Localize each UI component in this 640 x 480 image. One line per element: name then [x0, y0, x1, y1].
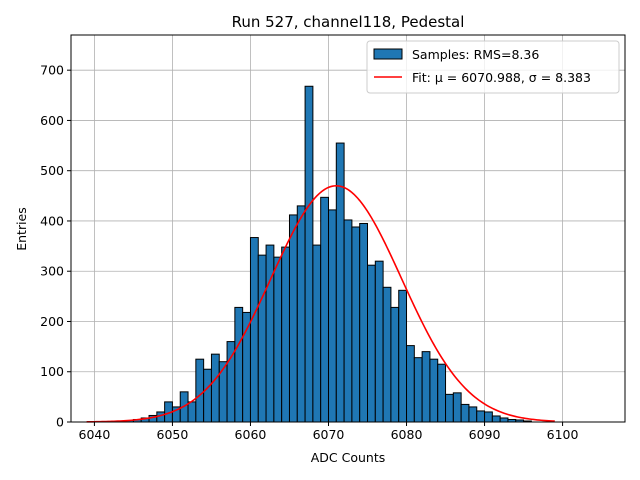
legend: Samples: RMS=8.36 Fit: μ = 6070.988, σ =… [366, 40, 620, 94]
histogram-bar [281, 246, 290, 423]
x-axis-ticks: 6040 6050 6060 6070 6080 6090 6100 [79, 422, 579, 442]
legend-histogram-label: Samples: RMS=8.36 [412, 47, 539, 62]
histogram-bar [296, 205, 306, 423]
histogram-bar [413, 357, 423, 423]
histogram-bar [265, 244, 275, 423]
histogram-bar [351, 226, 361, 423]
x-tick-label: 6090 [469, 427, 501, 442]
x-tick-label: 6070 [313, 427, 345, 442]
histogram-bar [499, 417, 509, 423]
y-tick-label: 300 [40, 264, 64, 279]
histogram-bar [452, 392, 462, 423]
histogram-bar [327, 209, 337, 423]
y-tick-label: 0 [56, 415, 64, 430]
histogram-bar [484, 411, 493, 423]
histogram-bar [312, 244, 322, 423]
histogram-bar [491, 415, 501, 423]
histogram-bar [382, 286, 392, 423]
y-tick-label: 700 [40, 63, 64, 78]
histogram-bar [304, 85, 314, 423]
y-axis-label: Entries [14, 207, 29, 251]
y-tick-label: 100 [40, 364, 64, 379]
histogram-bar [421, 351, 431, 423]
y-tick-label: 200 [40, 314, 64, 329]
histogram-bar [367, 264, 376, 423]
x-axis-label: ADC Counts [311, 450, 386, 465]
plot-area-frame [70, 34, 626, 423]
histogram-bar [320, 196, 329, 423]
histogram-bar [429, 358, 439, 423]
histogram-bar [187, 401, 197, 423]
x-tick-label: 6060 [235, 427, 267, 442]
x-tick-label: 6050 [157, 427, 189, 442]
y-tick-label: 500 [40, 163, 64, 178]
histogram-bars [109, 85, 532, 423]
legend-histogram-swatch [373, 48, 403, 60]
histogram-bar [468, 406, 478, 423]
y-tick-label: 400 [40, 213, 64, 228]
legend-fit-label: Fit: μ = 6070.988, σ = 8.383 [412, 70, 591, 85]
histogram-bar [257, 254, 267, 423]
histogram-bar [476, 410, 486, 423]
histogram-bar [288, 214, 298, 423]
y-axis-ticks: 0 100 200 300 400 500 600 700 [40, 63, 71, 430]
histogram-bar [343, 219, 353, 423]
histogram-bar [445, 393, 454, 423]
legend-box [366, 40, 620, 94]
histogram-bar [203, 368, 212, 423]
histogram-bar [249, 237, 259, 423]
x-tick-label: 6080 [391, 427, 423, 442]
y-tick-label: 600 [40, 113, 64, 128]
histogram-bar [359, 222, 369, 423]
x-tick-label: 6040 [79, 427, 111, 442]
histogram-bar [210, 353, 220, 423]
histogram-bar [460, 403, 470, 423]
histogram-bar [374, 260, 384, 423]
histogram-bar [398, 289, 408, 423]
histogram-bar [195, 358, 205, 423]
histogram-bar [390, 306, 400, 423]
histogram-bar [273, 256, 283, 423]
x-tick-label: 6100 [547, 427, 579, 442]
chart-title: Run 527, channel118, Pedestal [232, 13, 465, 31]
histogram-bar [437, 363, 447, 423]
fit-curve [86, 184, 555, 423]
histogram-bar [406, 345, 415, 423]
histogram-bar [218, 361, 228, 423]
histogram-bar [234, 306, 244, 423]
histogram-bar [335, 142, 345, 423]
